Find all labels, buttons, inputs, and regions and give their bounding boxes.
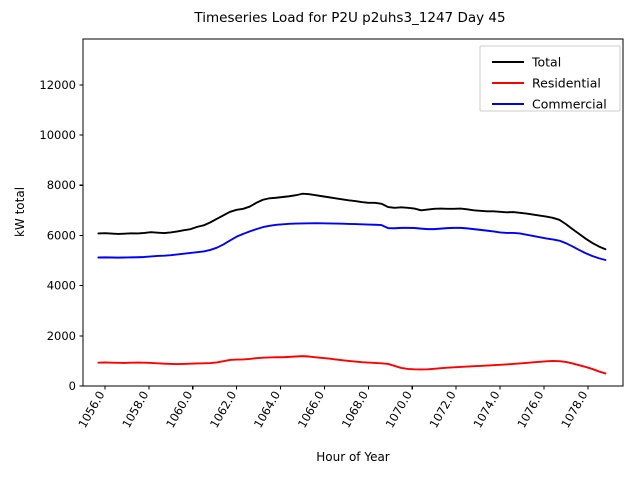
x-tick-label: 1066.0 [295,389,327,431]
chart-title: Timeseries Load for P2U p2uhs3_1247 Day … [193,10,505,26]
x-tick-label: 1078.0 [558,389,590,431]
x-tick-label: 1060.0 [163,389,195,431]
series-line-total [97,192,607,251]
y-tick-label: 0 [69,379,76,393]
x-tick-label: 1062.0 [207,389,239,431]
y-tick-label: 8000 [47,178,76,192]
plot-frame [82,38,624,387]
chart-legend: Total Residential Commercial [479,45,621,112]
x-axis-label: Hour of Year [316,450,390,464]
x-tick-label: 1056.0 [75,389,107,431]
x-tick-label: 1064.0 [251,389,283,431]
legend-label-commercial: Commercial [532,97,607,112]
data-series-group [97,192,607,375]
x-tick-label: 1068.0 [339,389,371,431]
x-axis-ticks: 1056.0 1058.0 1060.0 1062.0 1064.0 1066.0 1068… [75,386,590,430]
x-tick-label: 1072.0 [427,389,459,431]
series-line-residential [97,355,607,375]
y-tick-label: 4000 [47,279,76,293]
y-tick-label: 2000 [47,329,76,343]
legend-entries: Total Residential Commercial [492,55,607,112]
series-line-commercial [97,222,607,261]
x-tick-label: 1074.0 [470,389,502,431]
legend-label-total: Total [531,55,561,70]
y-axis-label: kW total [13,187,27,237]
x-tick-label: 1070.0 [383,389,415,431]
y-axis-ticks: 0 2000 4000 6000 8000 10000 12000 [39,78,83,393]
x-tick-label: 1058.0 [119,389,151,431]
y-tick-label: 12000 [39,78,76,92]
x-tick-label: 1076.0 [514,389,546,431]
y-tick-label: 10000 [39,128,76,142]
legend-label-residential: Residential [532,76,601,91]
y-tick-label: 6000 [47,228,76,242]
